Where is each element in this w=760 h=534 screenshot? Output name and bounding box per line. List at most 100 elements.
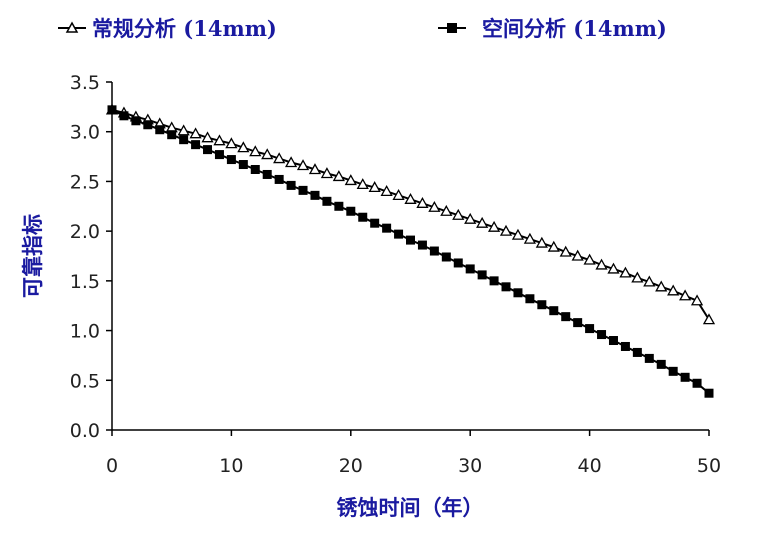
data-point-triangle (213, 134, 226, 146)
data-point-square (155, 125, 165, 135)
data-point-triangle (595, 258, 608, 270)
legend-item-conventional: 常规分析 (14mm) (58, 16, 277, 41)
data-point-square (429, 246, 439, 256)
data-point-triangle (535, 236, 548, 248)
data-point-triangle (177, 124, 190, 136)
data-point-triangle (225, 137, 238, 149)
legend-label-conventional: 常规分析 (14mm) (92, 16, 277, 41)
data-point-triangle (667, 284, 680, 296)
data-point-triangle (428, 200, 441, 212)
data-point-square (238, 160, 248, 170)
data-point-triangle (607, 262, 620, 274)
data-point-square (561, 312, 571, 322)
data-point-triangle (201, 131, 214, 143)
data-point-triangle (619, 266, 632, 278)
data-point-square (119, 111, 129, 121)
data-point-square (167, 130, 177, 140)
data-point-triangle (261, 148, 274, 160)
x-tick-label: 20 (339, 455, 363, 477)
data-point-square (322, 196, 332, 206)
data-point-square (704, 388, 714, 398)
data-point-triangle (452, 208, 465, 220)
data-point-square (597, 330, 607, 340)
data-point-triangle (189, 127, 202, 139)
data-point-triangle (631, 271, 644, 283)
data-point-square (358, 212, 368, 222)
data-point-triangle (440, 204, 453, 216)
data-point-triangle (499, 224, 513, 236)
data-point-square (453, 258, 463, 268)
data-point-square (656, 359, 666, 369)
data-point-triangle (320, 167, 334, 179)
data-point-triangle (380, 185, 393, 197)
x-tick-label: 40 (578, 455, 602, 477)
data-point-triangle (332, 170, 345, 182)
data-point-square (525, 294, 535, 304)
data-point-square (382, 223, 392, 233)
legend-item-spatial: 空间分析 (14mm) (438, 16, 667, 41)
data-point-triangle (679, 289, 692, 301)
data-point-square (501, 282, 511, 292)
y-tick-label: 0.0 (70, 420, 100, 442)
data-point-square (394, 229, 404, 239)
data-point-triangle (511, 228, 525, 240)
data-point-square (298, 185, 308, 195)
data-point-triangle (284, 156, 298, 168)
data-point-triangle (296, 159, 310, 171)
data-point-square (286, 180, 296, 190)
series-layer (105, 103, 716, 398)
data-point-square (585, 324, 595, 334)
data-point-square (310, 190, 320, 200)
x-tick-label: 10 (219, 455, 243, 477)
data-point-square (131, 116, 141, 126)
data-point-square (441, 252, 451, 262)
data-point-triangle (464, 212, 477, 224)
x-tick-label: 30 (458, 455, 482, 477)
data-point-square (692, 378, 702, 388)
data-point-square (214, 150, 224, 160)
data-point-square (406, 235, 415, 245)
data-point-square (680, 372, 690, 382)
data-point-triangle (655, 280, 668, 292)
data-point-triangle (392, 189, 405, 200)
y-axis-title: 可靠指标 (20, 214, 45, 298)
data-point-square (632, 347, 642, 357)
y-tick-label: 2.0 (70, 221, 100, 243)
data-point-triangle (547, 240, 560, 252)
data-point-square (250, 164, 260, 174)
y-ticks: 0.0 0.5 1.0 1.5 2.0 2.5 3.0 3.5 (70, 72, 112, 442)
legend: 常规分析 (14mm) 空间分析 (14mm) (58, 16, 667, 41)
y-tick-label: 3.5 (70, 72, 100, 94)
y-tick-label: 0.5 (70, 370, 100, 392)
data-point-square (668, 366, 678, 376)
data-point-triangle (368, 181, 381, 193)
data-point-triangle (487, 220, 501, 232)
series-triangle (105, 103, 716, 325)
data-point-triangle (416, 196, 429, 208)
data-point-square (417, 240, 427, 250)
data-point-triangle (690, 294, 704, 306)
data-point-square (262, 169, 272, 179)
series-line-triangle (111, 108, 710, 321)
data-point-triangle (559, 245, 572, 257)
data-point-triangle (476, 216, 489, 228)
data-point-triangle (249, 145, 262, 157)
data-point-square (465, 264, 475, 274)
data-point-square (203, 145, 213, 155)
legend-marker-square (447, 23, 457, 33)
data-point-triangle (308, 163, 322, 175)
data-point-triangle (356, 178, 369, 190)
data-point-square (608, 336, 618, 346)
data-point-square (644, 353, 654, 363)
data-point-square (107, 105, 117, 115)
y-tick-label: 1.0 (70, 321, 100, 343)
x-axis-title: 锈蚀时间（年） (337, 495, 484, 520)
legend-label-spatial: 空间分析 (14mm) (482, 16, 667, 41)
data-point-triangle (273, 152, 286, 164)
data-point-square (334, 201, 344, 211)
x-ticks: 0 10 20 30 40 50 (106, 430, 721, 477)
data-point-square (179, 135, 189, 145)
data-point-triangle (571, 249, 584, 261)
legend-marker-triangle (65, 21, 79, 33)
